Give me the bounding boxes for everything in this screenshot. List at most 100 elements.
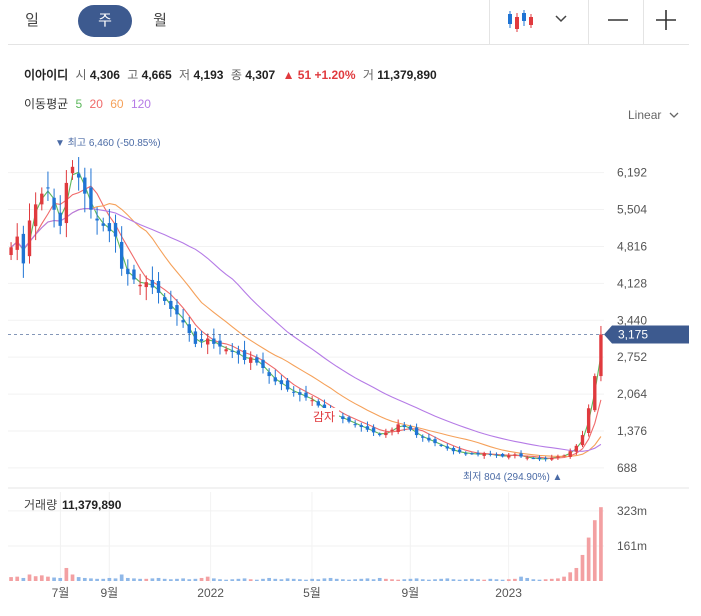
candle-body xyxy=(76,173,81,178)
candle-body xyxy=(482,453,486,456)
price-axis: 6,192 5,504 4,816 4,128 3,440 2,752 2,064 1,376… xyxy=(52,166,648,600)
ma60-legend[interactable]: 60 xyxy=(110,97,124,111)
current-price-label: 3,175 xyxy=(618,327,648,341)
candle-body xyxy=(46,187,50,189)
minus-icon[interactable] xyxy=(606,10,630,30)
candle-body xyxy=(304,392,308,398)
candle-body xyxy=(421,436,425,438)
y-tick-label: 5,504 xyxy=(617,203,647,217)
low-value: 4,193 xyxy=(193,68,224,82)
volume-bar xyxy=(568,572,573,581)
candle-body xyxy=(365,426,370,430)
volume-bar xyxy=(291,578,296,581)
candle-body xyxy=(236,350,241,355)
candle-body xyxy=(224,349,228,352)
volume-bar xyxy=(95,578,99,581)
candle-body xyxy=(255,357,259,363)
volume-bar xyxy=(224,579,228,581)
volume-latest: 11,379,890 xyxy=(62,498,122,512)
volume-bar xyxy=(113,578,118,581)
ma120-legend[interactable]: 120 xyxy=(130,97,151,111)
volume-bar xyxy=(525,577,530,581)
ma5-line xyxy=(10,171,602,460)
tab-day[interactable]: 일 xyxy=(25,12,39,29)
candle-body xyxy=(580,435,585,446)
volume-bar xyxy=(125,577,130,581)
candlestick-icon[interactable] xyxy=(505,8,535,34)
candle-body xyxy=(494,454,499,456)
candle-body xyxy=(156,281,161,293)
event-marker-bg xyxy=(311,408,339,424)
volume-bar xyxy=(506,579,511,581)
candle-body xyxy=(402,425,406,428)
candle-body xyxy=(531,458,536,460)
open-label: 시 xyxy=(75,68,87,82)
candle-body xyxy=(181,320,185,323)
plus-icon[interactable] xyxy=(654,8,678,32)
volume-bar xyxy=(261,578,265,581)
candle-body xyxy=(138,284,142,287)
volume-bar xyxy=(519,576,523,581)
volume-bar xyxy=(414,578,419,581)
candle-body xyxy=(562,455,566,457)
tab-week[interactable]: 주 xyxy=(78,5,132,37)
candle-body xyxy=(439,444,443,446)
candle-body xyxy=(543,457,548,459)
candle-body xyxy=(550,457,554,460)
candle-body xyxy=(445,446,450,449)
ma20-line xyxy=(10,185,602,459)
ma5-legend[interactable]: 5 xyxy=(75,97,83,111)
volume-bar xyxy=(211,578,216,581)
x-tick-label: 5월 xyxy=(303,586,321,600)
volume-bar xyxy=(304,579,308,581)
candle-body xyxy=(568,451,572,457)
candle-body xyxy=(150,279,155,288)
candle-body xyxy=(212,338,216,344)
volume-bar xyxy=(27,574,32,581)
candle-body xyxy=(267,372,271,377)
volume-bar xyxy=(310,578,314,581)
candle-body xyxy=(230,350,234,352)
candle-body xyxy=(525,457,529,459)
candle-body xyxy=(457,449,462,453)
volume-bar xyxy=(181,578,185,581)
volume-bar xyxy=(285,578,290,581)
tab-month[interactable]: 월 xyxy=(153,12,167,29)
volume-bar xyxy=(341,579,345,581)
candle-body xyxy=(408,426,413,430)
candle-body xyxy=(593,376,597,411)
candle-body xyxy=(359,425,363,428)
candle-body xyxy=(169,300,173,309)
candle-body xyxy=(58,212,62,226)
volume-bar xyxy=(218,579,222,581)
candle-body xyxy=(599,334,603,377)
volume-bar xyxy=(549,578,554,581)
candle-body xyxy=(451,447,456,452)
volume-bar xyxy=(187,579,192,581)
volume-bar xyxy=(396,579,401,581)
candle-body xyxy=(433,439,437,444)
volume-bar xyxy=(193,578,198,581)
x-tick-label: 2022 xyxy=(197,586,224,600)
candle-body xyxy=(519,453,523,457)
candle-body xyxy=(193,331,198,344)
volume-bar xyxy=(445,578,450,581)
volume-bar xyxy=(138,578,142,581)
candle-body xyxy=(64,182,69,224)
chevron-down-icon[interactable] xyxy=(553,11,569,27)
ma20-legend[interactable]: 20 xyxy=(89,97,103,111)
volume-bar xyxy=(433,579,437,581)
volume-bar xyxy=(371,579,376,581)
candle-body xyxy=(341,416,345,419)
candle-body xyxy=(507,455,511,458)
volume-bar xyxy=(574,567,579,581)
volume-bar xyxy=(439,578,444,581)
volume-bar xyxy=(76,577,81,581)
y-tick-label: 4,816 xyxy=(617,239,647,253)
candle-body xyxy=(144,282,148,288)
candle-body xyxy=(107,223,112,232)
volume-bar xyxy=(463,579,468,581)
volume-tick-label: 323m xyxy=(617,504,647,518)
scale-toggle[interactable]: Linear xyxy=(628,108,679,122)
volume-bar xyxy=(150,578,155,581)
